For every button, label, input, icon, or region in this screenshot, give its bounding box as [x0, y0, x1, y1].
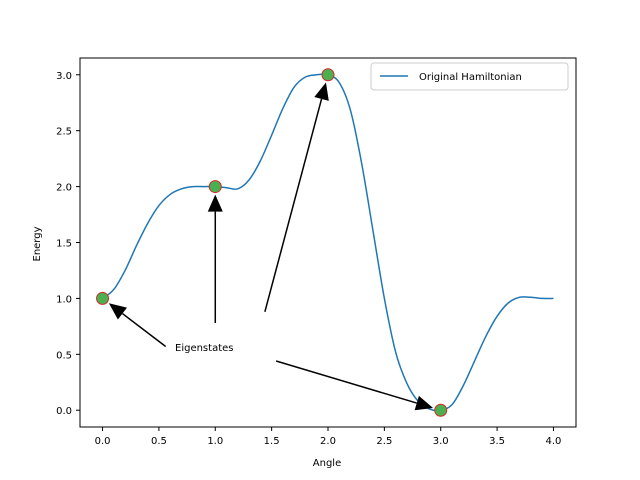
annotation-arrow-head [414, 395, 434, 411]
annotation-text: Eigenstates [175, 343, 233, 354]
annotation-arrow-head [314, 82, 329, 101]
annotation-arrow-line [275, 360, 417, 404]
eigenstate-point [96, 291, 110, 305]
x-axis: 0.0 0.5 1.0 1.5 2.0 2.5 3.0 3.5 4.0 [95, 427, 562, 447]
axes-frame [79, 57, 577, 428]
y-tick-label: 1.0 [56, 294, 72, 305]
x-tick-label: 4.0 [546, 436, 562, 447]
legend-label: Original Hamiltonian [419, 72, 522, 83]
y-axis: 0.0 0.5 1.0 1.5 2.0 2.5 3.0 [56, 71, 80, 417]
legend: Original Hamiltonian [370, 62, 569, 91]
y-tick-label: 0.5 [56, 350, 72, 361]
y-axis-label: Energy [32, 226, 43, 261]
eigenstate-point [434, 403, 448, 417]
x-axis-label: Angle [313, 458, 341, 469]
x-tick-label: 1.0 [207, 436, 223, 447]
y-tick-label: 2.0 [56, 183, 72, 194]
x-tick-label: 3.5 [489, 436, 505, 447]
x-tick-label: 0.0 [95, 436, 111, 447]
eigenstate-point [208, 180, 222, 194]
annotation-arrow-head [207, 194, 223, 212]
plot-area [79, 57, 577, 428]
series-line-0 [102, 73, 554, 412]
legend-box [370, 62, 569, 91]
x-tick-label: 2.5 [376, 436, 392, 447]
x-tick-label: 0.5 [151, 436, 167, 447]
y-tick-label: 3.0 [56, 71, 72, 82]
x-tick-label: 2.0 [320, 436, 336, 447]
x-tick-label: 3.0 [433, 436, 449, 447]
y-tick-label: 1.5 [56, 239, 72, 250]
annotation-arrow-line [121, 312, 167, 348]
x-tick-label: 1.5 [264, 436, 280, 447]
annotations [108, 82, 434, 411]
y-tick-label: 0.0 [56, 406, 72, 417]
annotation-arrow-head [108, 303, 127, 320]
annotation-arrow-line [264, 98, 323, 313]
y-tick-label: 2.5 [56, 127, 72, 138]
eigenstate-point [321, 68, 335, 82]
